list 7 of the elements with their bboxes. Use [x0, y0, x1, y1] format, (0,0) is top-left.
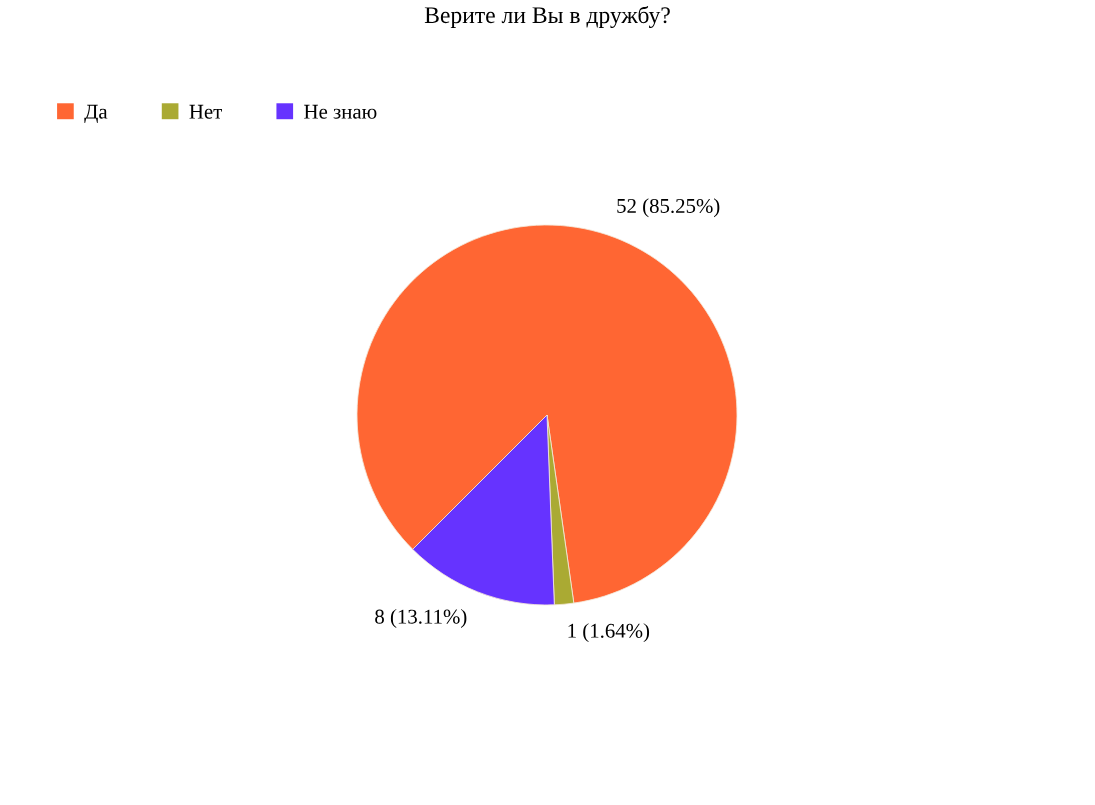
- legend-label: Нет: [189, 104, 222, 119]
- legend-label: Не знаю: [304, 104, 377, 119]
- chart-title: Верите ли Вы в дружбу?: [424, 6, 670, 28]
- data-label: 52 (85.25%): [617, 198, 720, 218]
- legend-label: Да: [84, 104, 108, 123]
- data-label: 8 (13.11%): [375, 609, 467, 628]
- data-label: 1 (1.64%): [568, 623, 650, 643]
